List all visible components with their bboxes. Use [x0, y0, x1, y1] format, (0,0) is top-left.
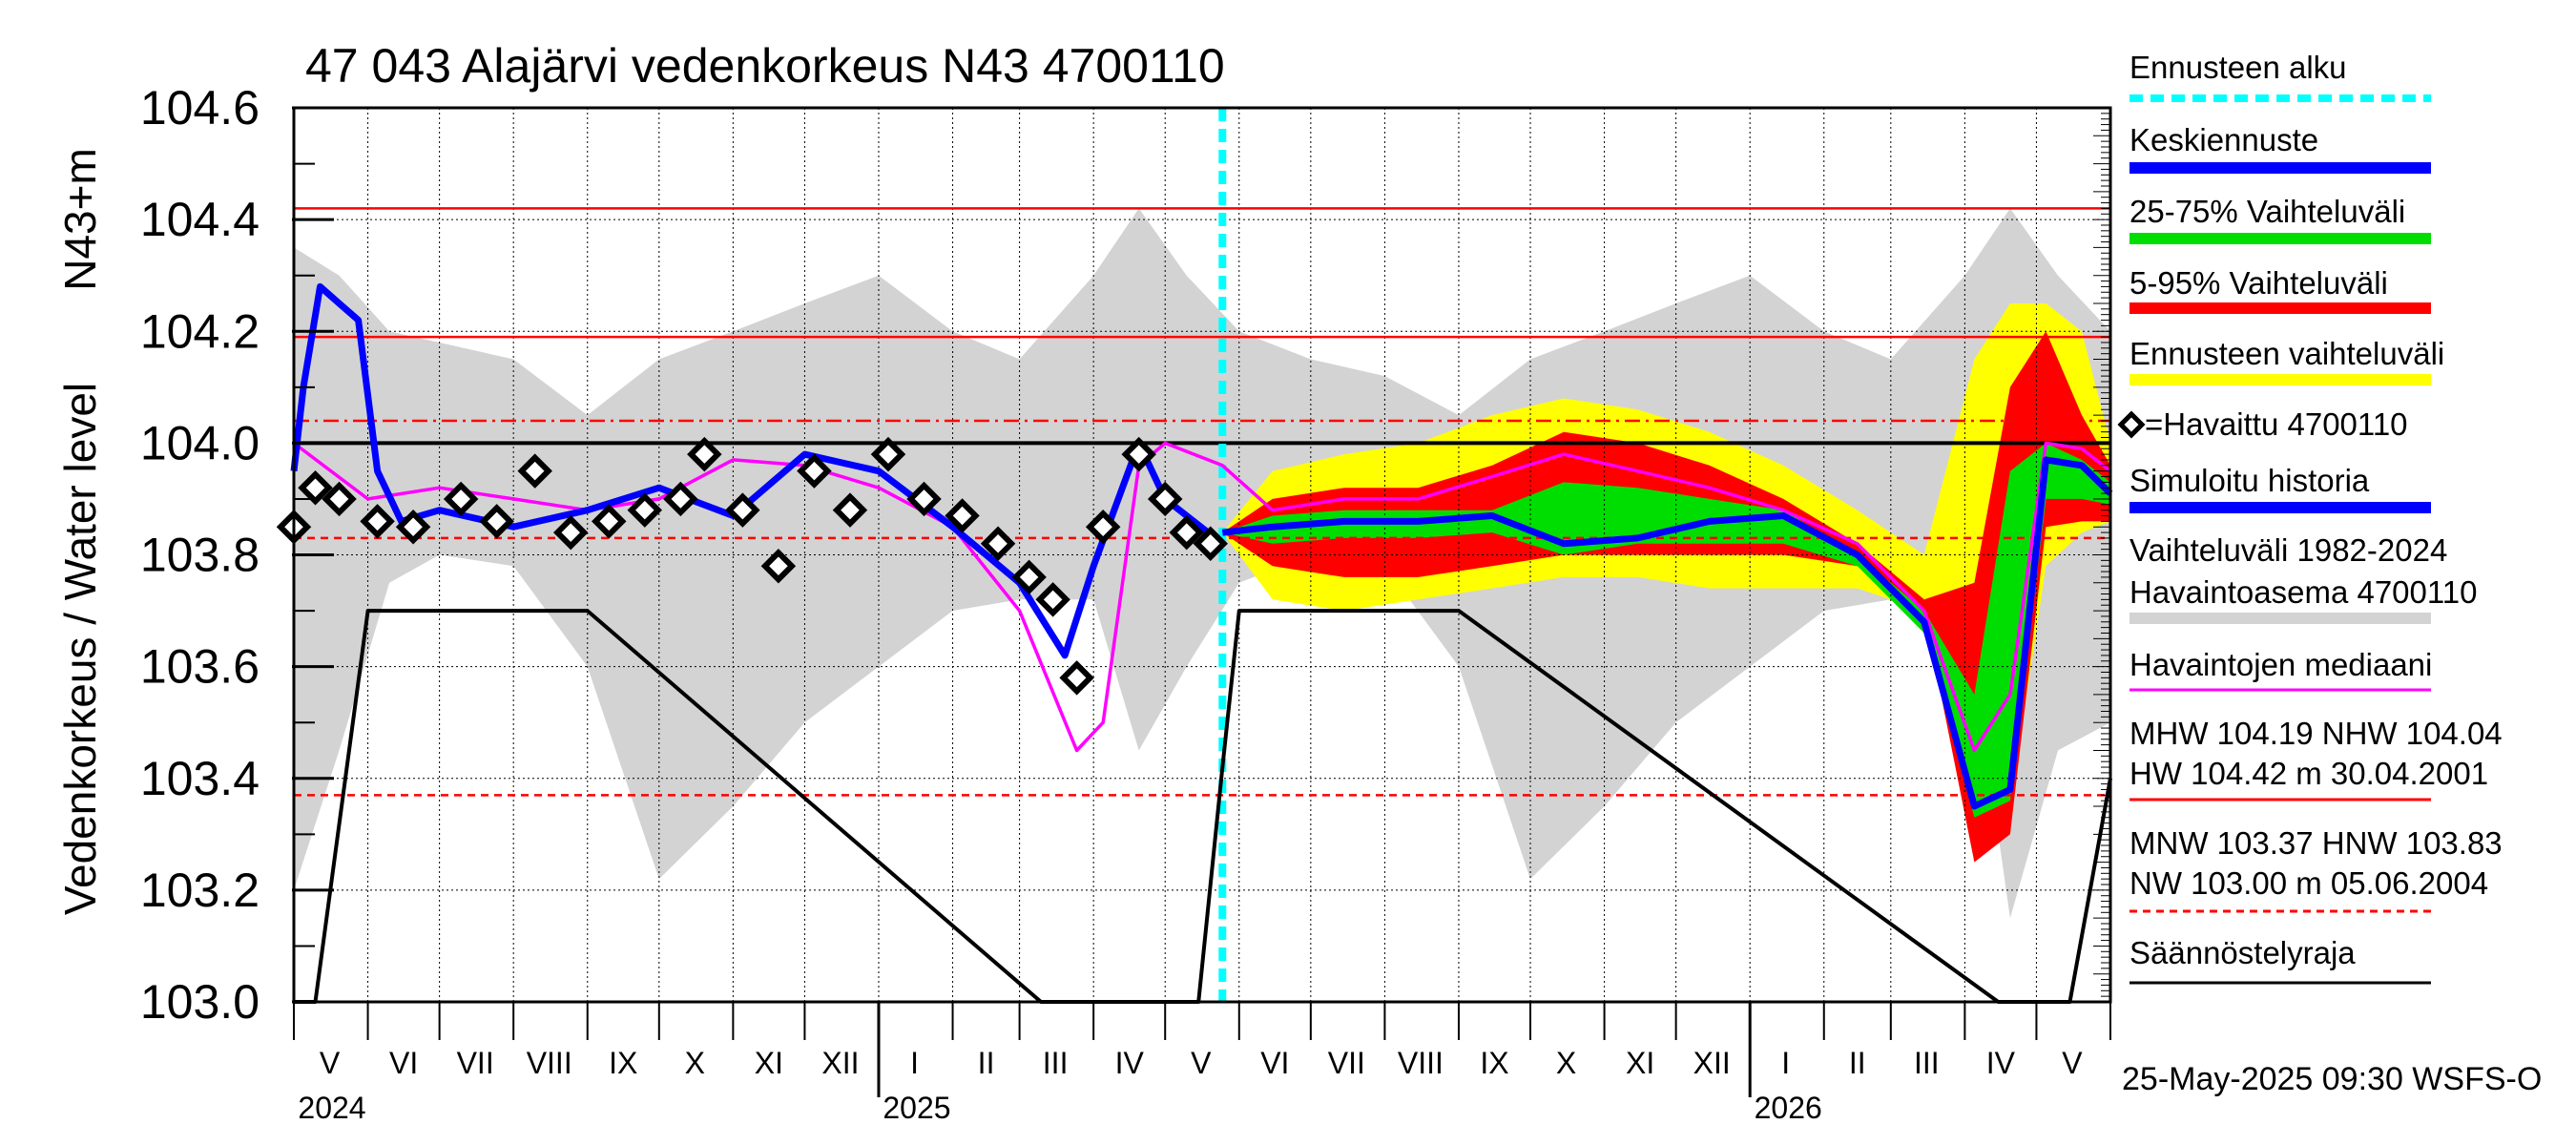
- month-label: V: [2062, 1046, 2083, 1080]
- observed-marker: [395, 509, 431, 545]
- year-label: 2025: [883, 1091, 950, 1125]
- observed-marker: [443, 481, 479, 517]
- month-label: XII: [821, 1046, 859, 1080]
- observed-marker: [298, 469, 333, 506]
- month-label: VI: [1260, 1046, 1289, 1080]
- observed-marker: [1121, 436, 1156, 472]
- band-5-95-vaihteluv-li: [1222, 331, 2110, 863]
- observed-marker: [870, 436, 906, 472]
- observed-marker: [322, 481, 357, 517]
- observed-marker: [980, 526, 1016, 562]
- observed-marker: [360, 504, 395, 539]
- year-label: 2024: [298, 1091, 365, 1125]
- legend-label: Säännöstelyraja: [2129, 935, 2356, 970]
- footer-timestamp: 25-May-2025 09:30 WSFS-O: [2122, 1061, 2542, 1097]
- y-tick-label: 103.2: [140, 864, 260, 917]
- observed-marker: [1085, 509, 1121, 545]
- series-line-havaintojen-mediaani: [292, 441, 2112, 753]
- legend-label: 25-75% Vaihteluväli: [2129, 194, 2405, 229]
- y-axis-label: Vedenkorkeus / Water level: [55, 383, 105, 915]
- y-axis-unit: N43+m: [55, 148, 105, 291]
- observed-marker: [760, 548, 797, 584]
- observed-marker: [945, 498, 980, 533]
- month-label: II: [1849, 1046, 1866, 1080]
- observed-marker: [1059, 660, 1094, 696]
- observed-marker: [1035, 582, 1070, 617]
- observed-marker: [517, 453, 552, 489]
- month-label: IX: [1480, 1046, 1508, 1080]
- legend: Ennusteen alku Keskiennuste 25-75% Vaihtel…: [2117, 50, 2503, 985]
- month-label: IX: [609, 1046, 637, 1080]
- legend-label-2: Havaintoasema 4700110: [2129, 574, 2477, 610]
- legend-label: Ennusteen alku: [2129, 50, 2347, 85]
- legend-label: Keskiennuste: [2129, 122, 2318, 157]
- month-label: IV: [1115, 1046, 1145, 1080]
- legend-marker-swatch: [2117, 410, 2146, 439]
- observed-marker: [906, 481, 942, 517]
- month-label: VIII: [1398, 1046, 1444, 1080]
- month-label: XI: [755, 1046, 783, 1080]
- reference-lines-layer: [294, 108, 2110, 1004]
- legend-label: Havaintojen mediaani: [2129, 647, 2432, 682]
- observed-marker: [1193, 526, 1229, 562]
- month-label: II: [978, 1046, 995, 1080]
- legend-label: Simuloitu historia: [2129, 463, 2370, 498]
- observed-marker: [663, 481, 698, 517]
- y-tick-label: 104.0: [140, 416, 260, 469]
- legend-label-2: HW 104.42 m 30.04.2001: [2129, 756, 2488, 791]
- month-label: VII: [1328, 1046, 1365, 1080]
- y-axis: 103.0 103.2 103.4 103.6 103.8 104.0 104.2 104.4…: [140, 81, 2110, 1029]
- legend-label: Ennusteen vaihteluväli: [2129, 336, 2444, 371]
- legend-label-2: NW 103.00 m 05.06.2004: [2129, 865, 2488, 901]
- observed-marker: [592, 504, 627, 539]
- month-label: VII: [457, 1046, 494, 1080]
- series-line-keskiennuste: [1221, 456, 2113, 810]
- observed-marker: [797, 453, 832, 489]
- legend-label: 5-95% Vaihteluväli: [2129, 265, 2388, 301]
- series-line-simuloitu-historia: [290, 282, 1225, 659]
- month-label: IV: [1986, 1046, 2016, 1080]
- month-label: XI: [1626, 1046, 1654, 1080]
- y-tick-label: 103.6: [140, 640, 260, 694]
- grid-layer: [294, 107, 2110, 1003]
- observed-marker: [627, 492, 663, 528]
- observed-marker: [1169, 514, 1204, 551]
- series-line-s-nn-stelyraja: [294, 609, 2112, 1004]
- y-tick-label: 104.2: [140, 304, 260, 358]
- month-label: III: [1914, 1046, 1940, 1080]
- y-tick-label: 103.0: [140, 975, 260, 1029]
- month-label: XII: [1693, 1046, 1731, 1080]
- month-label: X: [685, 1046, 705, 1080]
- observed-marker: [1011, 559, 1047, 595]
- month-label: V: [320, 1046, 341, 1080]
- month-label: X: [1556, 1046, 1576, 1080]
- chart-title: 47 043 Alajärvi vedenkorkeus N43 4700110: [305, 39, 1225, 93]
- legend-label: Vaihteluväli 1982-2024: [2129, 532, 2447, 568]
- observed-marker: [687, 436, 722, 472]
- observed-marker: [1147, 481, 1183, 517]
- x-axis: V VI VII VIII IX X XI XII I II III IV V VI VII VIII IX X X…: [293, 1002, 2111, 1125]
- band-vaihteluv-li-1982-2024-havaintoasema-4700110: [294, 208, 2110, 919]
- month-label: VIII: [527, 1046, 572, 1080]
- month-label: I: [1781, 1046, 1790, 1080]
- month-label: III: [1043, 1046, 1069, 1080]
- y-tick-label: 103.4: [140, 752, 260, 805]
- y-tick-label: 103.8: [140, 529, 260, 582]
- legend-label: MNW 103.37 HNW 103.83: [2129, 825, 2503, 861]
- year-label: 2026: [1755, 1091, 1822, 1125]
- bands-layer: [294, 208, 2110, 919]
- month-label: VI: [389, 1046, 418, 1080]
- legend-label: MHW 104.19 NHW 104.04: [2129, 716, 2503, 751]
- observed-markers-layer: [276, 436, 1229, 696]
- observed-marker: [832, 492, 868, 528]
- legend-label: =Havaittu 4700110: [2145, 406, 2408, 442]
- observed-marker: [479, 504, 514, 539]
- month-label: I: [910, 1046, 919, 1080]
- observed-marker: [725, 492, 760, 528]
- y-tick-label: 104.6: [140, 81, 260, 135]
- observed-marker: [552, 514, 589, 551]
- y-tick-label: 104.4: [140, 193, 260, 246]
- month-label: V: [1191, 1046, 1212, 1080]
